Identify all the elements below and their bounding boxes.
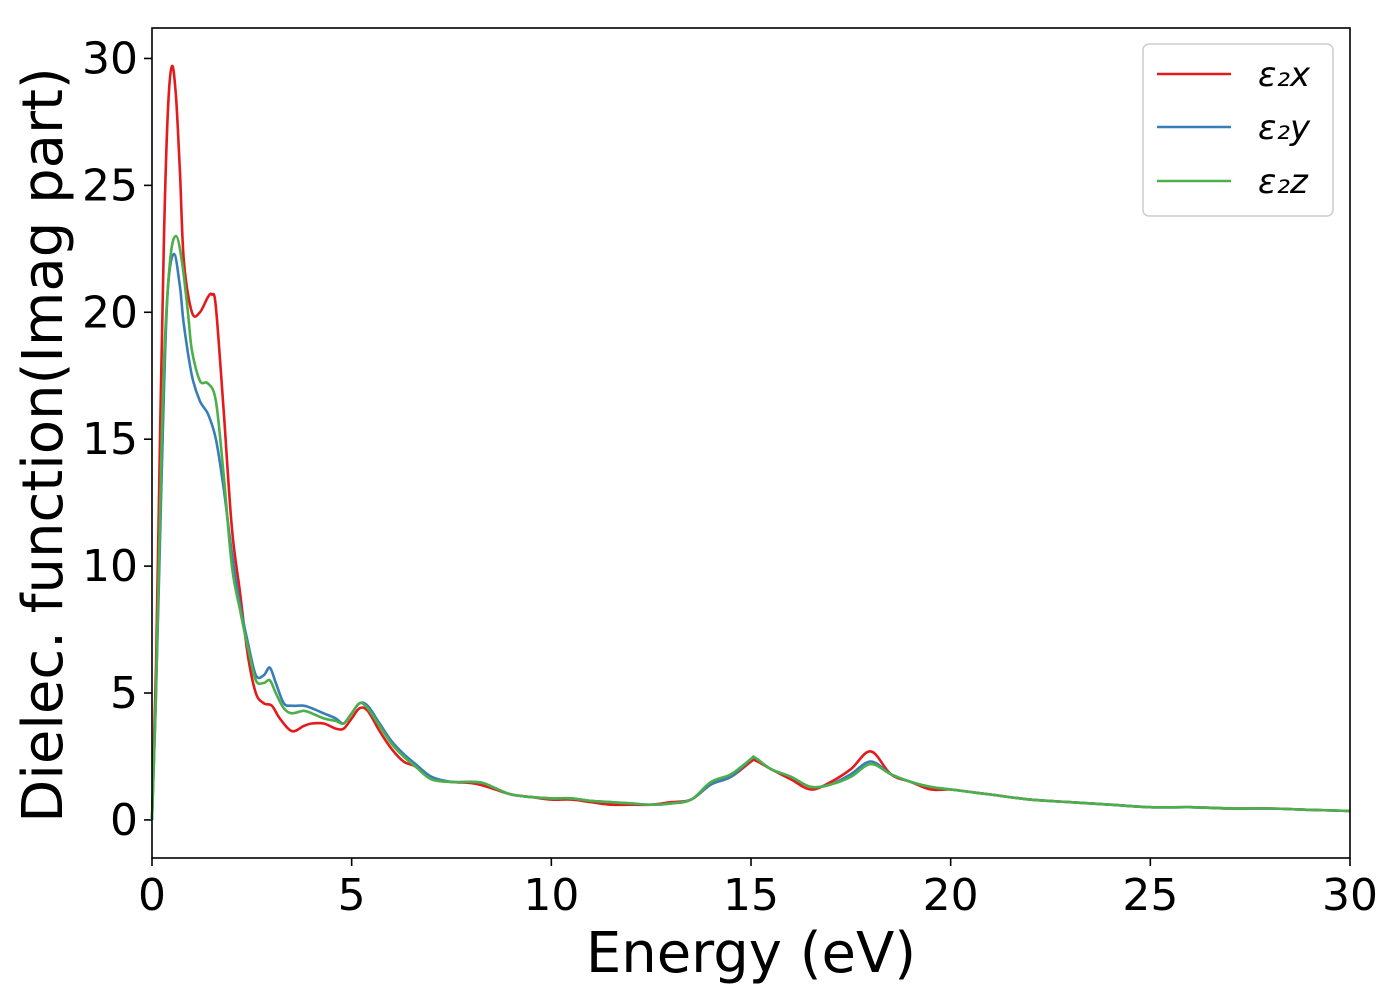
legend-label-2: ε₂z (1258, 162, 1309, 202)
x-tick-label-6: 30 (1322, 870, 1378, 921)
plot-frame (151, 27, 1351, 859)
y-tick-label-0: 0 (110, 795, 138, 846)
legend: ε₂x ε₂y ε₂z (1142, 43, 1334, 217)
x-tick-label-2: 10 (523, 870, 579, 921)
x-tick-label-4: 20 (923, 870, 979, 921)
y-tick-label-5: 25 (82, 160, 138, 211)
legend-label-1: ε₂y (1258, 108, 1311, 148)
y-tick-label-2: 10 (82, 541, 138, 592)
series-layer (150, 64, 1351, 820)
y-tick-label-6: 30 (82, 33, 138, 84)
legend-box (1142, 43, 1334, 217)
x-tick-label-1: 5 (338, 870, 366, 921)
y-axis-title: Dielec. function(Imag part) (11, 67, 76, 823)
series-line-1 (150, 252, 1351, 820)
y-tick-label-1: 5 (110, 668, 138, 719)
x-tick-label-3: 15 (723, 870, 779, 921)
x-tick-label-5: 25 (1122, 870, 1178, 921)
x-tick-label-0: 0 (138, 870, 166, 921)
y-tick-label-3: 15 (82, 414, 138, 465)
legend-label-0: ε₂x (1258, 55, 1311, 95)
y-tick-label-4: 20 (82, 287, 138, 338)
axes-layer: 0 5 10 15 20 25 30 0 5 10 15 20 25 30 (82, 33, 1378, 921)
series-line-2 (150, 234, 1351, 820)
x-axis-title: Energy (eV) (586, 921, 916, 986)
